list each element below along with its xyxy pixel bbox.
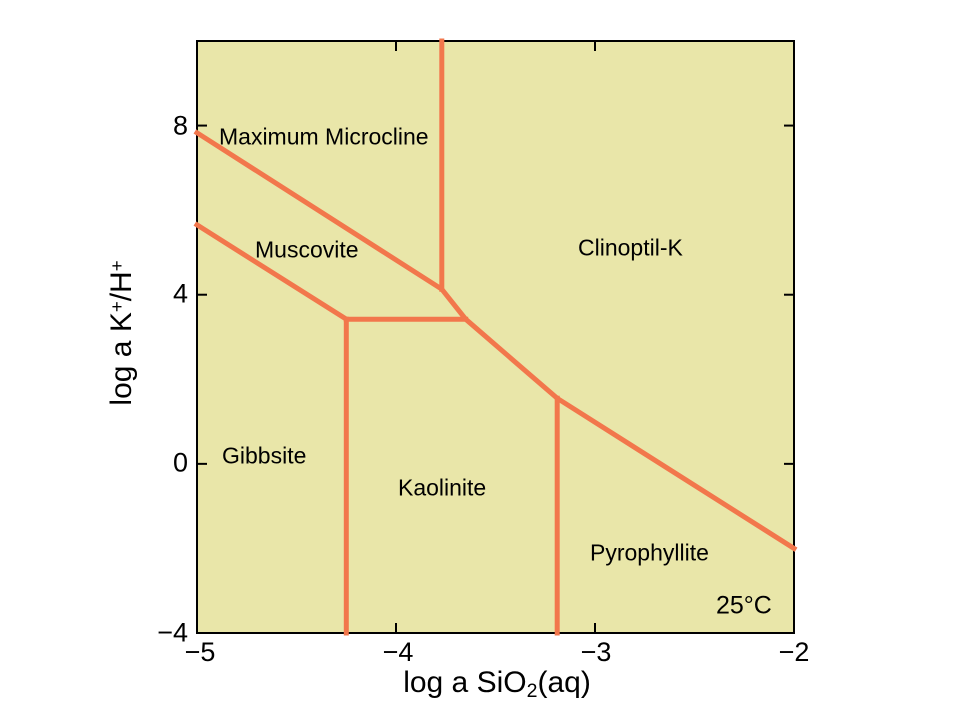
region-label-clinoptil-k: Clinoptil-K [578, 234, 683, 261]
y-tick-label: 4 [172, 278, 188, 309]
region-label-muscovite: Muscovite [255, 236, 359, 263]
region-label-gibbsite: Gibbsite [222, 442, 307, 469]
x-axis-label-subscript: 2 [526, 679, 538, 702]
y-tick-label: −4 [157, 617, 188, 648]
x-tick-label: −3 [580, 637, 612, 667]
muscovite-gibbsite-boundary [193, 221, 350, 323]
temperature-annotation: 25°C [716, 591, 772, 620]
region-label-kaolinite: Kaolinite [398, 474, 487, 501]
y-axis-label: log a K+/H+ [105, 260, 138, 406]
x-tick-label: −2 [778, 637, 810, 667]
x-tick-label: −5 [184, 637, 216, 667]
x-axis-label-suffix: (aq) [537, 666, 591, 699]
y-axis-label-part1: log a K [105, 312, 138, 406]
plot-background [196, 40, 795, 634]
region-label-maximum-microcline: Maximum Microcline [219, 123, 429, 150]
y-axis-label-part2: /H [105, 271, 138, 302]
y-axis-label-superscript2: + [105, 260, 127, 272]
x-axis-label-main: log a SiO [403, 666, 527, 699]
y-axis-label-superscript1: + [105, 301, 127, 313]
x-axis-label: log a SiO2(aq) [403, 666, 591, 701]
region-label-pyrophyllite: Pyrophyllite [590, 539, 709, 566]
y-tick-label: 0 [172, 447, 188, 478]
x-tick-label: −4 [382, 637, 414, 667]
y-tick-label: 8 [172, 110, 188, 141]
